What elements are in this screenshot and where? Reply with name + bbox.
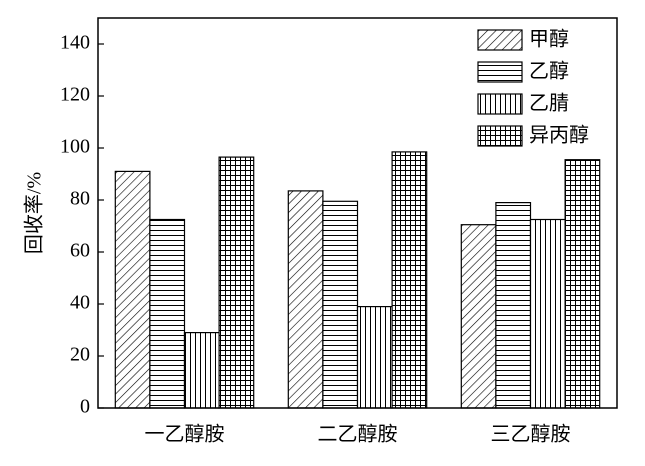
bar (183, 332, 220, 409)
bar (287, 190, 324, 409)
y-axis-label: 回收率/% (23, 172, 46, 254)
bar (218, 156, 255, 409)
legend-label: 甲醇 (529, 28, 569, 51)
y-tick-label: 140 (60, 32, 90, 54)
legend-swatch (477, 93, 523, 115)
bar (495, 202, 532, 409)
bar (460, 224, 497, 409)
x-tick-label: 三乙醇胺 (491, 423, 571, 446)
bar (114, 170, 151, 409)
legend-label: 异丙醇 (529, 124, 589, 147)
x-tick-label: 一乙醇胺 (145, 423, 225, 446)
bar (564, 159, 601, 409)
bar (391, 151, 428, 409)
legend-swatch (477, 29, 523, 51)
y-tick-label: 20 (70, 344, 90, 366)
x-tick-label: 二乙醇胺 (318, 423, 398, 446)
legend-swatch (477, 61, 523, 83)
bar (322, 200, 359, 409)
y-tick-label: 120 (60, 84, 90, 106)
bar (529, 218, 566, 409)
y-tick-label: 40 (70, 292, 90, 314)
y-tick-label: 60 (70, 240, 90, 262)
bar (356, 306, 393, 409)
y-tick-label: 0 (80, 396, 90, 418)
plot-frame (97, 17, 618, 409)
y-tick-label: 100 (60, 136, 90, 158)
legend-label: 乙醇 (529, 60, 569, 83)
legend-label: 乙腈 (529, 92, 569, 115)
y-tick-label: 80 (70, 188, 90, 210)
legend-swatch (477, 125, 523, 147)
bar (149, 218, 186, 409)
